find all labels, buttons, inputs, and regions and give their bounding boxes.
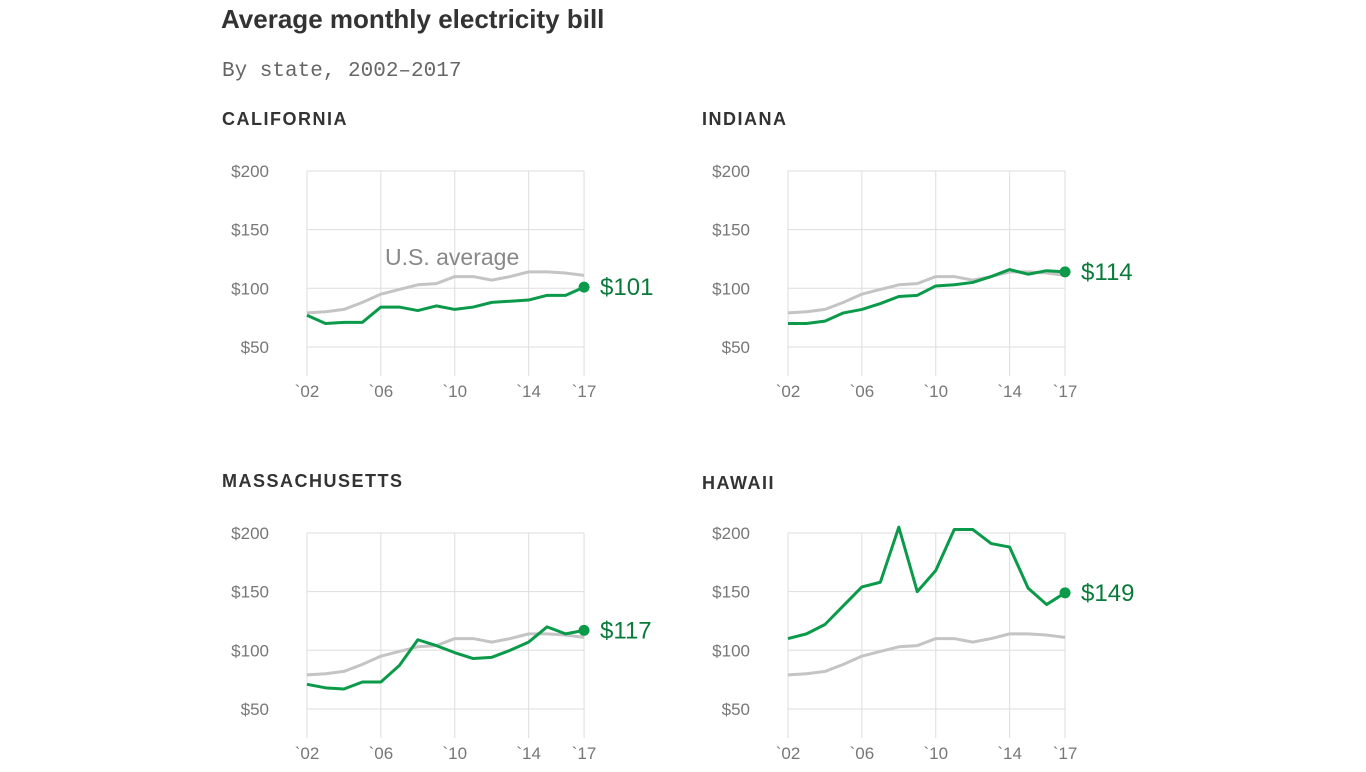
end-value-label: $117 — [600, 617, 652, 644]
chart-subtitle: By state, 2002–2017 — [222, 60, 462, 83]
x-tick-label: `02 — [295, 382, 320, 401]
x-tick-label: `02 — [295, 744, 320, 763]
y-tick-label: $150 — [712, 583, 750, 602]
panel-title-indiana: INDIANA — [702, 109, 788, 129]
x-tick-label: `14 — [997, 382, 1022, 401]
x-tick-label: `10 — [923, 382, 948, 401]
chart-massachusetts: `02 `06 `10 `14 `17 $200 $150 $100 $50 $117 — [231, 524, 652, 763]
us-average-line — [787, 270, 1066, 315]
state-line — [788, 268, 1066, 325]
x-tick-label: `14 — [516, 382, 541, 401]
x-tick-label: `02 — [776, 382, 801, 401]
panel-title-hawaii: HAWAII — [702, 473, 776, 493]
chart-california: `02 `06 `10 `14 `17 $200 $150 $100 $50 $101 U.S. a… — [231, 162, 653, 401]
x-tick-label: `06 — [850, 382, 875, 401]
y-tick-label: $100 — [231, 641, 269, 660]
x-tick-label: `17 — [1053, 382, 1078, 401]
panel-title-massachusetts: MASSACHUSETTS — [222, 471, 404, 491]
x-tick-label: `06 — [850, 744, 875, 763]
us-average-line — [306, 632, 585, 677]
chart-title: Average monthly electricity bill — [221, 4, 605, 34]
x-tick-label: `06 — [369, 382, 394, 401]
y-tick-label: $200 — [712, 162, 750, 181]
end-point-marker — [1059, 266, 1071, 278]
x-tick-label: `17 — [572, 382, 597, 401]
end-point-marker — [578, 281, 590, 293]
y-tick-label: $150 — [231, 221, 269, 240]
y-tick-label: $50 — [241, 700, 269, 719]
panel-title-california: CALIFORNIA — [222, 109, 348, 129]
y-tick-label: $200 — [712, 524, 750, 543]
end-value-label: $149 — [1081, 580, 1134, 607]
end-point-marker — [1059, 587, 1071, 599]
chart-indiana: `02 `06 `10 `14 `17 $200 $150 $100 $50 $114 — [712, 162, 1133, 401]
y-tick-label: $200 — [231, 162, 269, 181]
state-line — [306, 285, 585, 325]
state-line — [787, 525, 1066, 641]
x-tick-label: `17 — [572, 744, 597, 763]
x-tick-label: `02 — [776, 744, 801, 763]
us-average-label: U.S. average — [385, 244, 519, 270]
x-tick-label: `10 — [442, 382, 467, 401]
chart-hawaii: `02 `06 `10 `14 `17 $200 $150 $100 $50 $149 — [712, 524, 1134, 763]
x-tick-label: `14 — [997, 744, 1022, 763]
us-average-line — [306, 270, 585, 315]
state-line — [306, 625, 585, 691]
end-point-marker — [578, 624, 590, 636]
y-tick-label: $200 — [231, 524, 269, 543]
y-tick-label: $50 — [722, 700, 750, 719]
y-tick-label: $100 — [712, 641, 750, 660]
x-tick-label: `17 — [1053, 744, 1078, 763]
x-tick-label: `10 — [923, 744, 948, 763]
y-tick-label: $50 — [722, 338, 750, 357]
end-value-label: $101 — [600, 274, 653, 301]
x-tick-label: `14 — [516, 744, 541, 763]
y-tick-label: $100 — [712, 279, 750, 298]
y-tick-label: $100 — [231, 279, 269, 298]
x-tick-label: `06 — [369, 744, 394, 763]
y-tick-label: $150 — [712, 221, 750, 240]
end-value-label: $114 — [1081, 259, 1133, 286]
us-average-line — [787, 632, 1066, 677]
y-tick-label: $50 — [241, 338, 269, 357]
y-tick-label: $150 — [231, 583, 269, 602]
x-tick-label: `10 — [442, 744, 467, 763]
